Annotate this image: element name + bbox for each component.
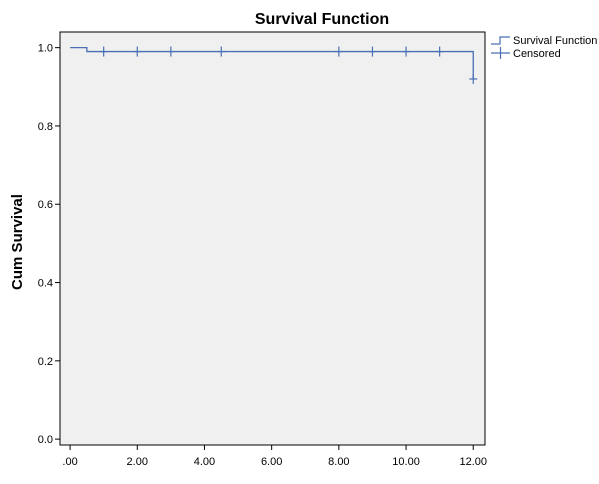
- chart-title: Survival Function: [255, 11, 389, 28]
- legend-step-symbol: [491, 36, 510, 45]
- y-axis: 0.0 0.2 0.4 0.6 0.8 1.0: [38, 43, 60, 446]
- legend-label-censored: Censored: [513, 48, 561, 60]
- legend-label-survival: Survival Function: [513, 35, 597, 47]
- x-tick-label: 12.00: [459, 456, 487, 468]
- y-axis-title: Cum Survival: [9, 194, 26, 290]
- series-layer: [70, 46, 478, 84]
- y-tick-label: 0.0: [38, 434, 53, 446]
- x-tick-label: 6.00: [261, 456, 282, 468]
- x-tick-label: 10.00: [392, 456, 420, 468]
- y-tick-label: 0.4: [38, 278, 53, 290]
- x-tick-label: .00: [62, 456, 77, 468]
- y-tick-label: 1.0: [38, 43, 53, 55]
- x-tick-label: 4.00: [194, 456, 215, 468]
- survival-step-line: [70, 47, 474, 79]
- y-tick-label: 0.2: [38, 356, 53, 368]
- x-tick-label: 2.00: [127, 456, 148, 468]
- y-tick-label: 0.6: [38, 199, 53, 211]
- y-tick-label: 0.8: [38, 121, 53, 133]
- x-tick-label: 8.00: [328, 456, 349, 468]
- plot-area: [59, 31, 486, 446]
- x-axis: .00 2.00 4.00 6.00 8.00 10.00 12.00: [62, 445, 487, 468]
